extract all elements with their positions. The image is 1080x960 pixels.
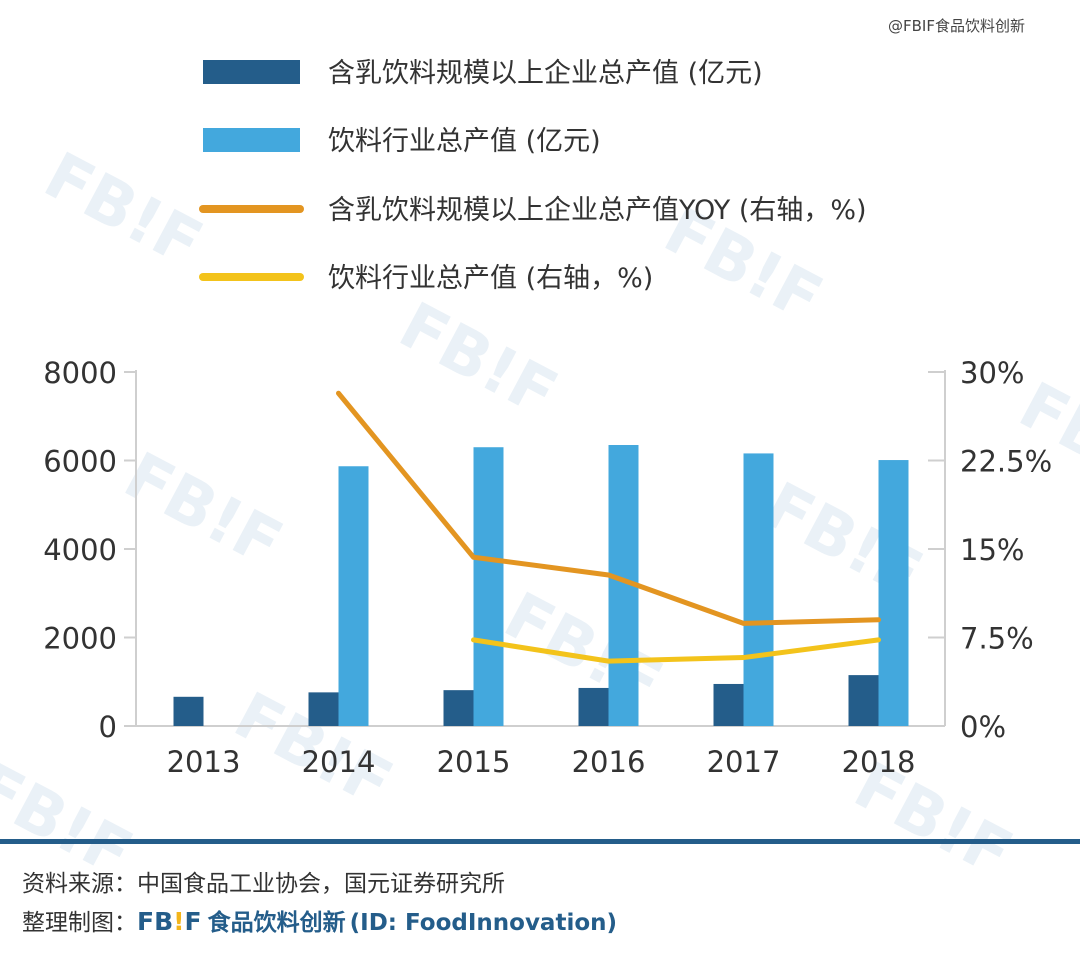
- brand-logo-f: F: [185, 907, 202, 936]
- watermark-layer: FB!FFB!FFB!FFB!FFB!FFB!FFB!FFB!F FB!FFB!F: [0, 139, 1080, 892]
- line-layer: [336, 390, 881, 664]
- right-tick-label: 0%: [960, 710, 1006, 744]
- bar-dairy-2015: [443, 690, 474, 726]
- brand-logo-bang: !: [173, 907, 184, 936]
- brand-id: (ID: FoodInnovation): [350, 910, 617, 936]
- made-label: 整理制图：: [22, 910, 137, 936]
- x-tick-label: 2017: [707, 745, 781, 779]
- bar-layer: [173, 445, 909, 726]
- brand-name: 食品饮料创新: [208, 909, 346, 936]
- right-tick-label: 15%: [960, 533, 1024, 567]
- source-line: 资料来源：中国食品工业协会，国元证券研究所: [22, 871, 505, 897]
- made-line: 整理制图：FB!F 食品饮料创新 (ID: FoodInnovation): [22, 907, 617, 936]
- x-tick-label: 2013: [167, 745, 241, 779]
- bar-dairy-2013: [173, 696, 204, 726]
- brand-logo-fb: FB: [137, 907, 173, 936]
- bar-beverage-2014: [338, 466, 369, 726]
- right-tick-label: 22.5%: [960, 445, 1052, 479]
- legend: 含乳饮料规模以上企业总产值 (亿元) 饮料行业总产值 (亿元) 含乳饮料规模以上企业…: [199, 58, 867, 294]
- left-tick-label: 8000: [43, 356, 117, 390]
- legend-swatch: [203, 60, 300, 84]
- watermark-logo: FB!F: [1007, 369, 1080, 512]
- bar-beverage-2018: [878, 460, 909, 726]
- left-tick-label: 2000: [43, 622, 117, 656]
- left-tick-label: 4000: [43, 533, 117, 567]
- bar-dairy-2016: [578, 687, 609, 726]
- credit-text: @FBIF食品饮料创新: [888, 17, 1025, 35]
- line-beverage-yoy: [471, 637, 881, 664]
- x-tick-label: 2018: [842, 745, 916, 779]
- bar-dairy-2018: [848, 675, 879, 726]
- bar-dairy-2014: [308, 692, 339, 726]
- x-tick-label: 2015: [437, 745, 511, 779]
- legend-label: 饮料行业总产值 (亿元): [328, 126, 601, 157]
- bar-beverage-2017: [743, 453, 774, 726]
- x-tick-label: 2016: [572, 745, 646, 779]
- watermark-logo: FB!F: [112, 439, 293, 582]
- bar-beverage-2015: [473, 447, 504, 726]
- left-tick-label: 0: [99, 710, 117, 744]
- left-tick-label: 6000: [43, 445, 117, 479]
- bar-dairy-2017: [713, 683, 744, 726]
- source-text: 中国食品工业协会，国元证券研究所: [137, 871, 505, 897]
- legend-label: 含乳饮料规模以上企业总产值 (亿元): [328, 58, 763, 89]
- watermark-logo: FB!F: [387, 289, 568, 432]
- legend-label: 含乳饮料规模以上企业总产值YOY (右轴，%): [328, 195, 867, 226]
- footer-rule: [0, 839, 1080, 844]
- legend-swatch: [203, 128, 300, 152]
- watermark-logo: FB!F: [32, 139, 213, 282]
- tick-layer: 0 2000 4000 6000 8000 0% 7.5% 15% 22.5% 30% 2013 20…: [43, 356, 1052, 779]
- source-label: 资料来源：: [22, 871, 137, 897]
- line-dairy-yoy: [336, 390, 881, 626]
- legend-label: 饮料行业总产值 (右轴，%): [328, 263, 653, 294]
- x-tick-label: 2014: [302, 745, 376, 779]
- right-tick-label: 7.5%: [960, 622, 1034, 656]
- right-tick-label: 30%: [960, 356, 1024, 390]
